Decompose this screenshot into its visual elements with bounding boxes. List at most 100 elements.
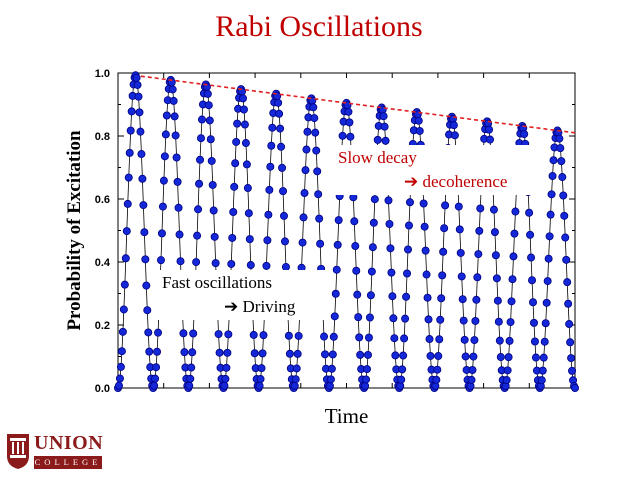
data-point [169,96,178,105]
chart-title: Rabi Oscillations [215,10,423,43]
data-point [494,317,503,326]
data-point [268,123,277,132]
data-point [474,250,483,259]
data-point [244,209,253,218]
data-point [422,270,431,279]
data-point [221,374,230,383]
data-point [222,363,231,372]
data-point [290,381,299,390]
data-point [495,336,504,345]
data-point [275,109,284,118]
data-point [571,383,580,392]
data-point [380,122,389,131]
logo-subtitle: COLLEGE [34,456,102,469]
decay-annotation-title: Slow decay [338,148,417,167]
y-tick-label: 0.0 [95,383,110,395]
data-point [180,348,189,357]
shield-icon [7,434,29,469]
data-point [255,381,264,390]
data-point [502,376,511,385]
data-point [388,292,397,301]
data-point [527,253,536,262]
data-point [309,103,318,112]
data-point [230,182,239,191]
data-point [366,291,375,300]
data-point [542,298,551,307]
data-point [565,320,574,329]
data-point [543,277,552,286]
data-point [560,211,569,220]
data-point [143,306,152,315]
data-point [331,289,340,298]
data-point [503,366,512,375]
data-point [402,292,411,301]
data-point [391,351,400,360]
data-point [298,238,307,247]
data-point [454,202,463,211]
data-point [152,363,161,372]
data-point [121,254,130,263]
data-point [489,205,498,214]
data-point [566,338,575,347]
data-point [424,315,433,324]
data-point [362,375,371,384]
data-point [134,92,143,101]
data-point [473,273,482,282]
data-point [332,265,341,274]
data-point [364,333,373,342]
y-axis-label: Probability of Excitation [64,130,85,331]
data-point [345,118,354,127]
data-point [568,366,577,375]
data-point [173,177,182,186]
data-point [310,114,319,123]
data-point [246,261,255,270]
data-point [346,132,355,141]
data-point [439,247,448,256]
data-point [510,229,519,238]
data-point [456,248,465,257]
data-point [172,153,181,162]
data-point [156,256,165,265]
data-point [239,105,248,114]
data-point [564,299,573,308]
data-point [171,131,180,140]
data-point [301,166,310,175]
y-tick-label: 0.2 [95,320,110,332]
data-point [397,375,406,384]
data-point [302,145,311,154]
data-point [457,272,466,281]
data-point [123,199,132,208]
data-point [450,131,459,140]
data-point [435,335,444,344]
data-point [432,375,441,384]
data-point [398,365,407,374]
data-point [567,354,576,363]
data-point [293,349,302,358]
data-point [209,206,218,215]
data-point [139,201,148,210]
data-point [344,107,353,116]
data-point [224,330,233,339]
data-point [135,108,144,117]
decay-envelope-line [140,75,576,134]
data-point [548,172,557,181]
data-point [192,258,201,267]
data-point [154,328,163,337]
data-point [475,226,484,235]
data-point [441,201,450,210]
data-point [399,351,408,360]
data-point [174,203,183,212]
data-point [299,213,308,222]
data-point [529,318,538,327]
data-point [476,204,485,213]
data-point [384,196,393,205]
data-point [352,266,361,275]
data-point [175,230,184,239]
data-point [132,73,141,82]
data-point [470,336,479,345]
data-point [329,332,338,341]
data-point [116,362,125,371]
data-point [559,191,568,200]
data-point [115,374,124,383]
data-point [194,205,203,214]
